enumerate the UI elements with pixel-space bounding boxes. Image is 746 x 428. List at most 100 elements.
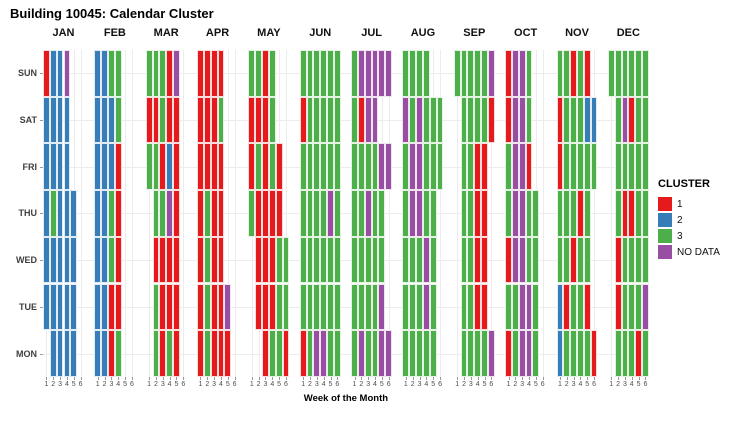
calendar-tile [487, 96, 495, 144]
calendar-tile [152, 96, 160, 144]
calendar-tile [166, 330, 174, 377]
calendar-tile [333, 330, 341, 377]
calendar-tile [402, 190, 410, 237]
x-tick-mark [316, 376, 318, 380]
calendar-tile [49, 50, 57, 97]
calendar-tile [197, 190, 204, 237]
legend-swatch-icon [658, 213, 672, 227]
x-tick-mark [594, 376, 596, 380]
calendar-tile [197, 50, 204, 97]
calendar-tile [145, 96, 153, 144]
x-tick-mark [368, 376, 370, 380]
legend-swatch-icon [658, 245, 672, 259]
x-tick-label: 2 [205, 380, 210, 388]
calendar-tile [505, 190, 512, 237]
calendar-tile [590, 96, 598, 144]
v-gridline [491, 50, 493, 377]
calendar-tile [43, 236, 50, 284]
calendar-tile [101, 283, 108, 331]
x-tick-label: 6 [335, 380, 340, 388]
calendar-tile [481, 236, 488, 284]
x-tick-label: 3 [366, 380, 371, 388]
x-tick-mark [470, 376, 472, 380]
calendar-tile [453, 50, 461, 97]
calendar-tile [282, 330, 290, 377]
calendar-tile [429, 96, 437, 144]
calendar-tile [505, 330, 512, 377]
calendar-tile [94, 190, 102, 237]
x-tick-mark [638, 376, 640, 380]
x-tick-mark [125, 376, 127, 380]
calendar-tile [63, 330, 71, 377]
calendar-tile [409, 50, 417, 97]
x-tick-mark [265, 376, 267, 380]
calendar-tile [416, 330, 423, 377]
calendar-tile [114, 190, 122, 237]
v-gridline [611, 50, 613, 377]
calendar-tile [56, 50, 64, 97]
calendar-tile [108, 190, 115, 237]
calendar-tile [481, 50, 488, 97]
x-tick-label: 5 [431, 380, 436, 388]
calendar-tile [152, 236, 160, 284]
calendar-tile [70, 330, 78, 377]
x-tick-mark [477, 376, 479, 380]
calendar-tile [145, 50, 153, 97]
v-gridline [457, 50, 459, 377]
month-label: MAR [153, 27, 179, 39]
calendar-tile [409, 143, 417, 191]
calendar-tile [108, 330, 115, 377]
calendar-tile [210, 283, 218, 331]
calendar-tile [577, 50, 584, 97]
x-tick-label: 1 [506, 380, 511, 388]
calendar-tile [385, 330, 393, 377]
x-tick-mark [484, 376, 486, 380]
calendar-tile [210, 190, 218, 237]
calendar-tile [197, 330, 204, 377]
x-tick-mark [566, 376, 568, 380]
x-tick-label: 4 [373, 380, 377, 388]
calendar-tile [511, 143, 519, 191]
calendar-tile [56, 190, 64, 237]
x-tick-label: 1 [557, 380, 562, 388]
calendar-tile [306, 143, 314, 191]
x-tick-label: 3 [58, 380, 63, 388]
x-tick-mark [207, 376, 209, 380]
calendar-tile [173, 330, 180, 377]
x-tick-mark [375, 376, 377, 380]
calendar-tile [429, 330, 437, 377]
calendar-tile [333, 190, 341, 237]
x-tick-label: 2 [308, 380, 312, 388]
calendar-tile [94, 96, 102, 144]
calendar-tile [436, 143, 444, 191]
x-tick-label: 4 [116, 380, 121, 388]
calendar-tile [518, 96, 526, 144]
calendar-tile [511, 330, 519, 377]
x-tick-mark [426, 376, 428, 380]
calendar-tile [563, 190, 571, 237]
x-tick-label: 5 [71, 380, 76, 388]
calendar-tile [577, 236, 584, 284]
month-label: JUN [309, 27, 332, 39]
x-tick-label: 1 [352, 380, 357, 388]
calendar-tile [518, 283, 526, 331]
calendar-tile [635, 143, 642, 191]
x-tick-mark [310, 376, 311, 380]
calendar-tile [101, 190, 108, 237]
y-tick-mark [40, 213, 43, 215]
calendar-tile [518, 190, 526, 237]
calendar-tile [525, 143, 533, 191]
calendar-tile [371, 143, 379, 191]
calendar-tile [628, 236, 636, 284]
x-tick-label: 2 [256, 380, 261, 388]
calendar-tile [70, 236, 78, 284]
calendar-tile [614, 190, 622, 237]
x-tick-mark [618, 376, 620, 380]
x-tick-label: 3 [212, 380, 217, 388]
x-tick-mark [611, 376, 613, 380]
calendar-tile [203, 283, 211, 331]
calendar-tile [635, 50, 642, 97]
x-tick-mark [97, 376, 99, 380]
calendar-tile [63, 236, 71, 284]
